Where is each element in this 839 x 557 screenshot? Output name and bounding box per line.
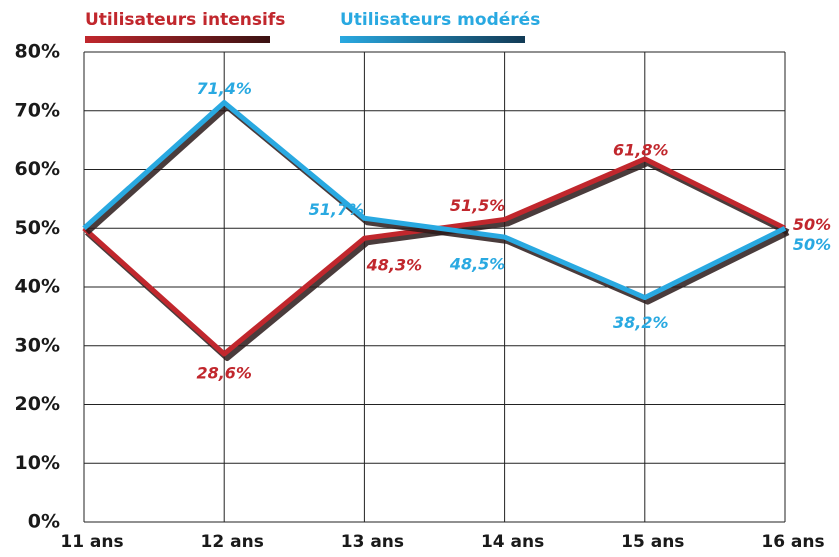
x-tick-label: 14 ans	[481, 532, 544, 552]
line-shadow	[84, 159, 790, 361]
y-tick-label: 0%	[28, 511, 60, 533]
series-line	[82, 100, 787, 301]
legend-bar	[340, 36, 525, 43]
value-label: 38,2%	[613, 313, 669, 332]
legend-label: Utilisateurs intensifs	[85, 10, 285, 30]
x-tick-label: 16 ans	[761, 532, 824, 552]
y-tick-label: 10%	[15, 452, 60, 474]
lines	[82, 100, 790, 361]
value-label: 51,7%	[309, 200, 365, 219]
value-label: 48,5%	[449, 255, 506, 274]
value-label: 51,5%	[450, 196, 506, 215]
y-tick-label: 40%	[15, 276, 60, 298]
legend-label: Utilisateurs modérés	[340, 10, 540, 30]
line-shadow	[84, 103, 790, 305]
value-label: 48,3%	[366, 256, 423, 275]
y-tick-label: 30%	[15, 334, 60, 356]
value-label: 71,4%	[196, 79, 252, 98]
series-line	[82, 156, 787, 357]
y-tick-label: 70%	[15, 99, 60, 121]
value-label: 50%	[793, 235, 831, 254]
value-label: 28,6%	[196, 363, 252, 382]
y-tick-label: 60%	[15, 158, 60, 180]
y-tick-label: 50%	[15, 217, 60, 239]
legend-bar	[85, 36, 270, 43]
y-tick-label: 80%	[15, 41, 60, 63]
x-tick-label: 12 ans	[201, 532, 264, 552]
x-tick-label: 15 ans	[621, 532, 684, 552]
x-tick-label: 11 ans	[60, 532, 123, 552]
y-tick-label: 20%	[15, 393, 60, 415]
value-label: 61,8%	[613, 140, 669, 159]
x-tick-label: 13 ans	[341, 532, 404, 552]
value-label: 50%	[793, 215, 831, 234]
